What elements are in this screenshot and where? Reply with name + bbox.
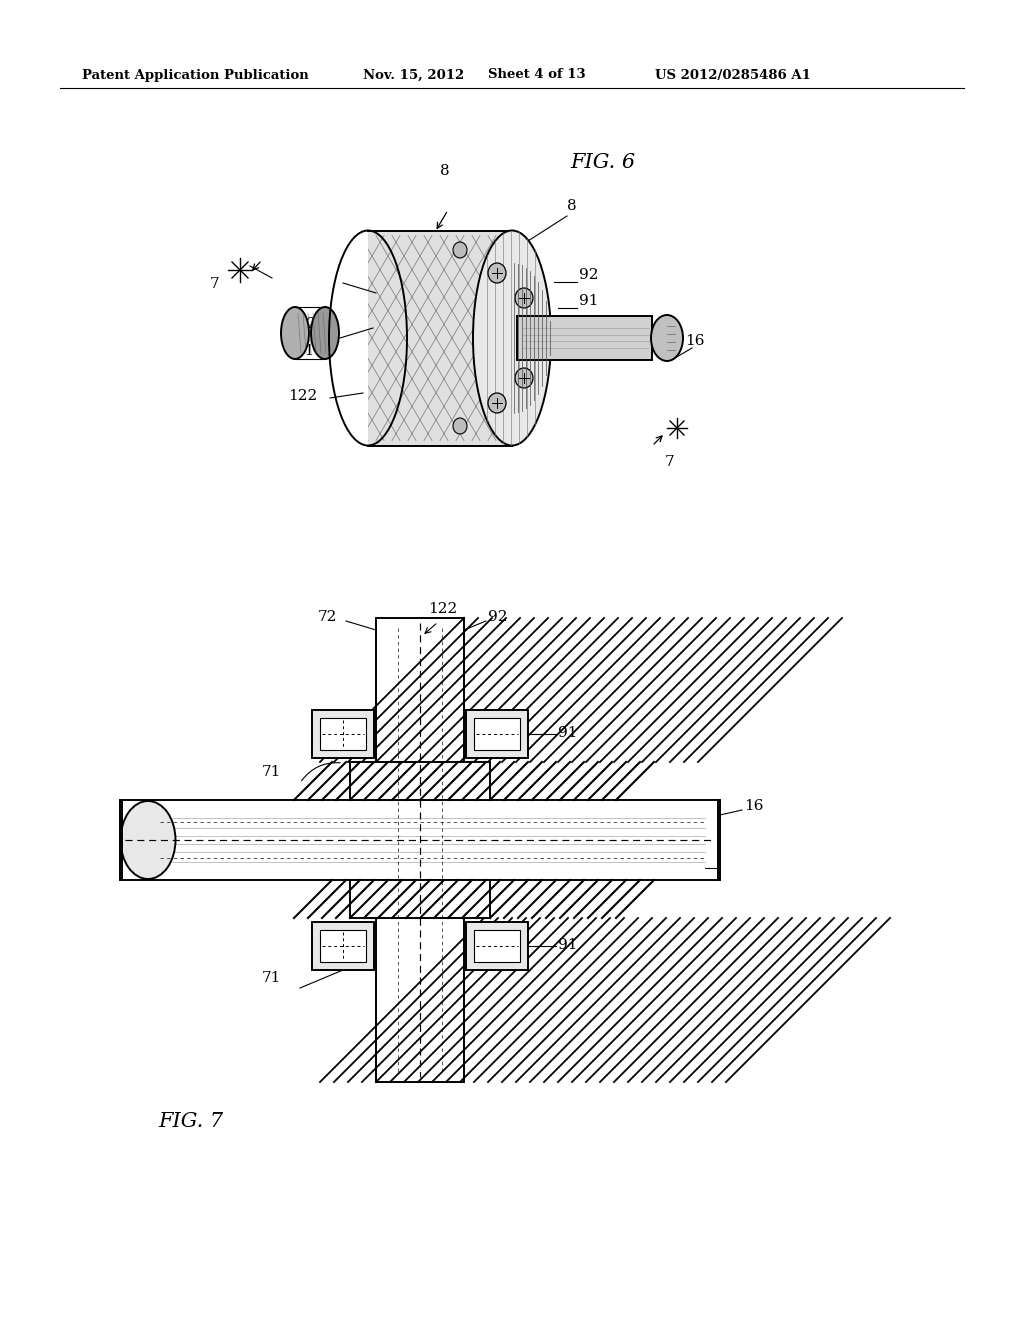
Text: 91: 91 xyxy=(579,294,598,308)
Text: 71: 71 xyxy=(262,972,282,985)
Ellipse shape xyxy=(311,308,339,359)
Text: Nov. 15, 2012: Nov. 15, 2012 xyxy=(362,69,464,82)
Ellipse shape xyxy=(453,242,467,257)
Text: 8: 8 xyxy=(567,199,577,213)
Bar xyxy=(376,917,464,1082)
Text: 72: 72 xyxy=(318,610,337,624)
Text: 122: 122 xyxy=(428,602,458,616)
Text: 91: 91 xyxy=(558,726,578,741)
Text: 16: 16 xyxy=(685,334,705,348)
Text: 92: 92 xyxy=(579,268,598,282)
Ellipse shape xyxy=(488,263,506,282)
Bar xyxy=(312,921,374,970)
Bar xyxy=(474,931,520,962)
Text: Patent Application Publication: Patent Application Publication xyxy=(82,69,309,82)
Bar xyxy=(350,762,490,800)
Bar xyxy=(312,710,374,758)
Bar xyxy=(350,762,490,800)
Bar xyxy=(319,718,366,750)
Ellipse shape xyxy=(121,801,175,879)
Bar xyxy=(376,917,464,1082)
Text: 72: 72 xyxy=(298,317,317,331)
Bar xyxy=(466,710,528,758)
Ellipse shape xyxy=(515,368,534,388)
Ellipse shape xyxy=(473,231,551,446)
Bar xyxy=(474,718,520,750)
Text: FIG. 6: FIG. 6 xyxy=(570,153,635,172)
Bar xyxy=(319,931,366,962)
Text: FIG. 7: FIG. 7 xyxy=(158,1111,223,1131)
Ellipse shape xyxy=(488,393,506,413)
Text: 91: 91 xyxy=(558,939,578,952)
Text: 92: 92 xyxy=(488,610,508,624)
Text: 71: 71 xyxy=(262,766,282,779)
Text: 122: 122 xyxy=(288,389,317,403)
Bar xyxy=(350,880,490,917)
Text: 7: 7 xyxy=(210,277,219,290)
Bar xyxy=(350,880,490,917)
Text: 7: 7 xyxy=(665,455,675,469)
Text: Sheet 4 of 13: Sheet 4 of 13 xyxy=(488,69,586,82)
Polygon shape xyxy=(368,231,512,446)
Text: US 2012/0285486 A1: US 2012/0285486 A1 xyxy=(655,69,811,82)
Text: 8: 8 xyxy=(440,164,450,178)
Bar xyxy=(376,618,464,762)
Ellipse shape xyxy=(281,308,309,359)
Polygon shape xyxy=(517,315,652,360)
Bar xyxy=(466,921,528,970)
Text: 71: 71 xyxy=(296,345,315,358)
Ellipse shape xyxy=(651,315,683,360)
Text: 16: 16 xyxy=(744,799,764,813)
Bar xyxy=(376,618,464,762)
Bar xyxy=(120,800,720,880)
Ellipse shape xyxy=(515,288,534,308)
Ellipse shape xyxy=(453,418,467,434)
